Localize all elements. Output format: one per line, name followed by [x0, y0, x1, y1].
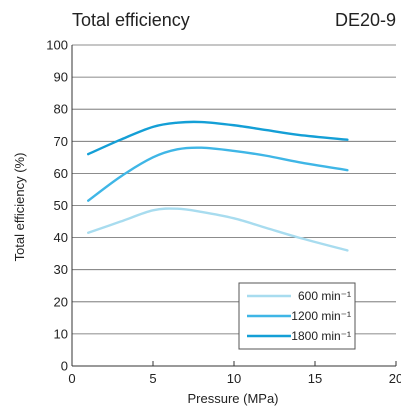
series-line-3: [87, 120, 349, 156]
y-tick-label: 60: [54, 166, 68, 181]
x-tick-label: 5: [149, 371, 156, 386]
legend-label: 600 min⁻¹: [298, 289, 351, 303]
y-tick-label: 80: [54, 102, 68, 117]
y-tick-label: 20: [54, 294, 68, 309]
legend-label: 1200 min⁻¹: [291, 309, 351, 323]
series-line-2: [87, 146, 349, 202]
x-tick-label: 20: [389, 371, 401, 386]
legend: 600 min⁻¹ 1200 min⁻¹ 1800 min⁻¹: [238, 282, 356, 350]
x-tick-label: 0: [68, 371, 75, 386]
y-tick-label: 100: [46, 38, 68, 53]
chart-title: Total efficiency: [72, 10, 190, 30]
y-tick-label: 0: [61, 359, 68, 374]
x-tick-label: 10: [227, 371, 241, 386]
y-tick-label: 30: [54, 262, 68, 277]
series-lines: [87, 120, 349, 252]
y-axis-label: Total efficiency (%): [12, 153, 27, 262]
y-tick-label: 40: [54, 230, 68, 245]
x-axis-label: Pressure (MPa): [187, 391, 278, 406]
x-tick-label: 15: [308, 371, 322, 386]
y-tick-label: 90: [54, 70, 68, 85]
chart-subtitle: DE20-9: [335, 10, 396, 30]
y-tick-label: 10: [54, 326, 68, 341]
legend-label: 1800 min⁻¹: [291, 329, 351, 343]
series-line-1: [87, 207, 349, 252]
y-tick-label: 50: [54, 198, 68, 213]
y-tick-label: 70: [54, 134, 68, 149]
axes: 0 10 20 30 40 50 60 70 80 90 100 0 5 10 15 20: [46, 38, 401, 387]
